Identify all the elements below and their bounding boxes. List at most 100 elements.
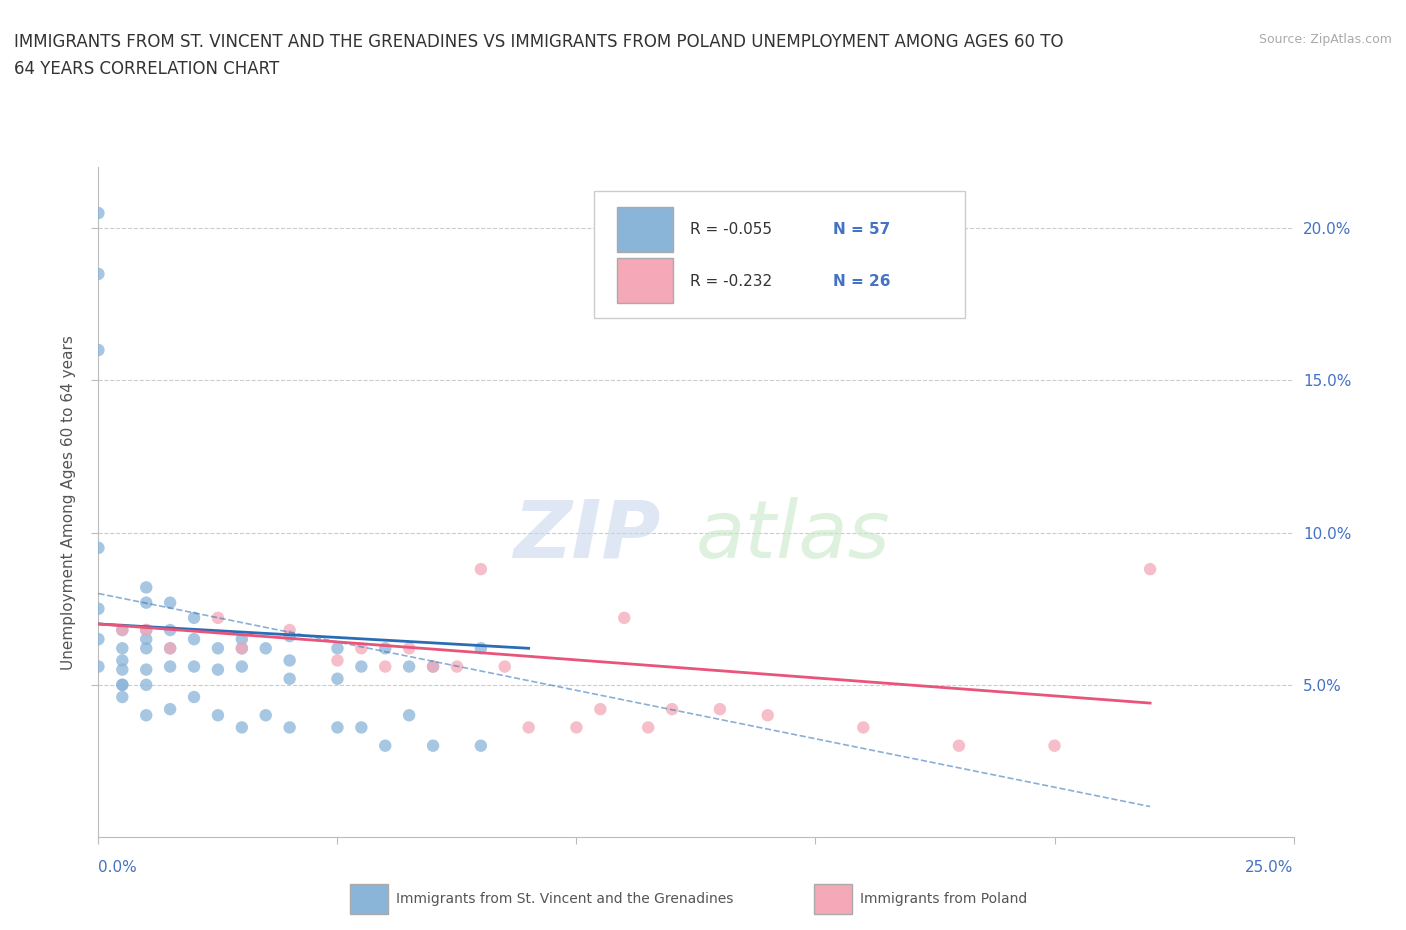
Point: [111, 677, 134, 692]
Point: [207, 641, 229, 656]
Text: 25.0%: 25.0%: [1246, 860, 1294, 875]
Text: N = 57: N = 57: [834, 221, 890, 236]
Point: [398, 659, 420, 674]
FancyBboxPatch shape: [595, 191, 965, 318]
Point: [1139, 562, 1161, 577]
Point: [374, 659, 396, 674]
Point: [159, 622, 181, 637]
Point: [374, 738, 396, 753]
Text: 0.0%: 0.0%: [98, 860, 138, 875]
Point: [494, 659, 516, 674]
Text: R = -0.055: R = -0.055: [690, 221, 772, 236]
Point: [159, 702, 181, 717]
Point: [135, 641, 157, 656]
Point: [374, 641, 396, 656]
Point: [278, 622, 301, 637]
Point: [278, 629, 301, 644]
Point: [87, 540, 110, 555]
Point: [422, 659, 444, 674]
Point: [231, 641, 253, 656]
Point: [254, 708, 277, 723]
Point: [350, 659, 373, 674]
Point: [589, 702, 612, 717]
Text: Source: ZipAtlas.com: Source: ZipAtlas.com: [1258, 33, 1392, 46]
Point: [183, 659, 205, 674]
Point: [207, 610, 229, 625]
Text: ZIP: ZIP: [513, 497, 661, 575]
Point: [565, 720, 588, 735]
Point: [135, 622, 157, 637]
Point: [613, 610, 636, 625]
Point: [135, 580, 157, 595]
Point: [207, 662, 229, 677]
Point: [948, 738, 970, 753]
Point: [87, 631, 110, 646]
Point: [183, 610, 205, 625]
Text: R = -0.232: R = -0.232: [690, 273, 772, 288]
Point: [183, 631, 205, 646]
Point: [111, 689, 134, 704]
Point: [278, 671, 301, 686]
Point: [278, 720, 301, 735]
Point: [254, 641, 277, 656]
Point: [159, 595, 181, 610]
Text: Immigrants from Poland: Immigrants from Poland: [860, 892, 1028, 907]
Point: [159, 659, 181, 674]
Point: [87, 267, 110, 282]
Point: [326, 671, 349, 686]
Point: [87, 602, 110, 617]
Point: [278, 653, 301, 668]
Point: [207, 708, 229, 723]
Point: [183, 689, 205, 704]
Point: [135, 622, 157, 637]
Point: [326, 720, 349, 735]
Point: [135, 595, 157, 610]
Point: [637, 720, 659, 735]
FancyBboxPatch shape: [617, 259, 673, 303]
Point: [135, 677, 157, 692]
Text: N = 26: N = 26: [834, 273, 891, 288]
Point: [661, 702, 683, 717]
Point: [111, 622, 134, 637]
Point: [470, 562, 492, 577]
Point: [326, 641, 349, 656]
Point: [350, 720, 373, 735]
Point: [231, 631, 253, 646]
Point: [1043, 738, 1066, 753]
Point: [159, 641, 181, 656]
Point: [231, 720, 253, 735]
Text: atlas: atlas: [696, 497, 891, 575]
Point: [517, 720, 540, 735]
Point: [135, 662, 157, 677]
Point: [470, 641, 492, 656]
Point: [111, 662, 134, 677]
Point: [446, 659, 468, 674]
Y-axis label: Unemployment Among Ages 60 to 64 years: Unemployment Among Ages 60 to 64 years: [60, 335, 76, 670]
Point: [159, 641, 181, 656]
Point: [709, 702, 731, 717]
Point: [87, 342, 110, 357]
Point: [398, 641, 420, 656]
Point: [111, 622, 134, 637]
Point: [111, 677, 134, 692]
Point: [398, 708, 420, 723]
Point: [111, 641, 134, 656]
Point: [135, 708, 157, 723]
Point: [326, 653, 349, 668]
Point: [87, 206, 110, 220]
Point: [756, 708, 779, 723]
Point: [111, 653, 134, 668]
Point: [135, 631, 157, 646]
Point: [231, 641, 253, 656]
Point: [422, 659, 444, 674]
Point: [852, 720, 875, 735]
FancyBboxPatch shape: [617, 206, 673, 252]
Text: Immigrants from St. Vincent and the Grenadines: Immigrants from St. Vincent and the Gren…: [396, 892, 734, 907]
Text: IMMIGRANTS FROM ST. VINCENT AND THE GRENADINES VS IMMIGRANTS FROM POLAND UNEMPLO: IMMIGRANTS FROM ST. VINCENT AND THE GREN…: [14, 33, 1063, 50]
Point: [350, 641, 373, 656]
Point: [422, 738, 444, 753]
Text: 64 YEARS CORRELATION CHART: 64 YEARS CORRELATION CHART: [14, 60, 280, 78]
Point: [231, 659, 253, 674]
Point: [470, 738, 492, 753]
Point: [87, 659, 110, 674]
